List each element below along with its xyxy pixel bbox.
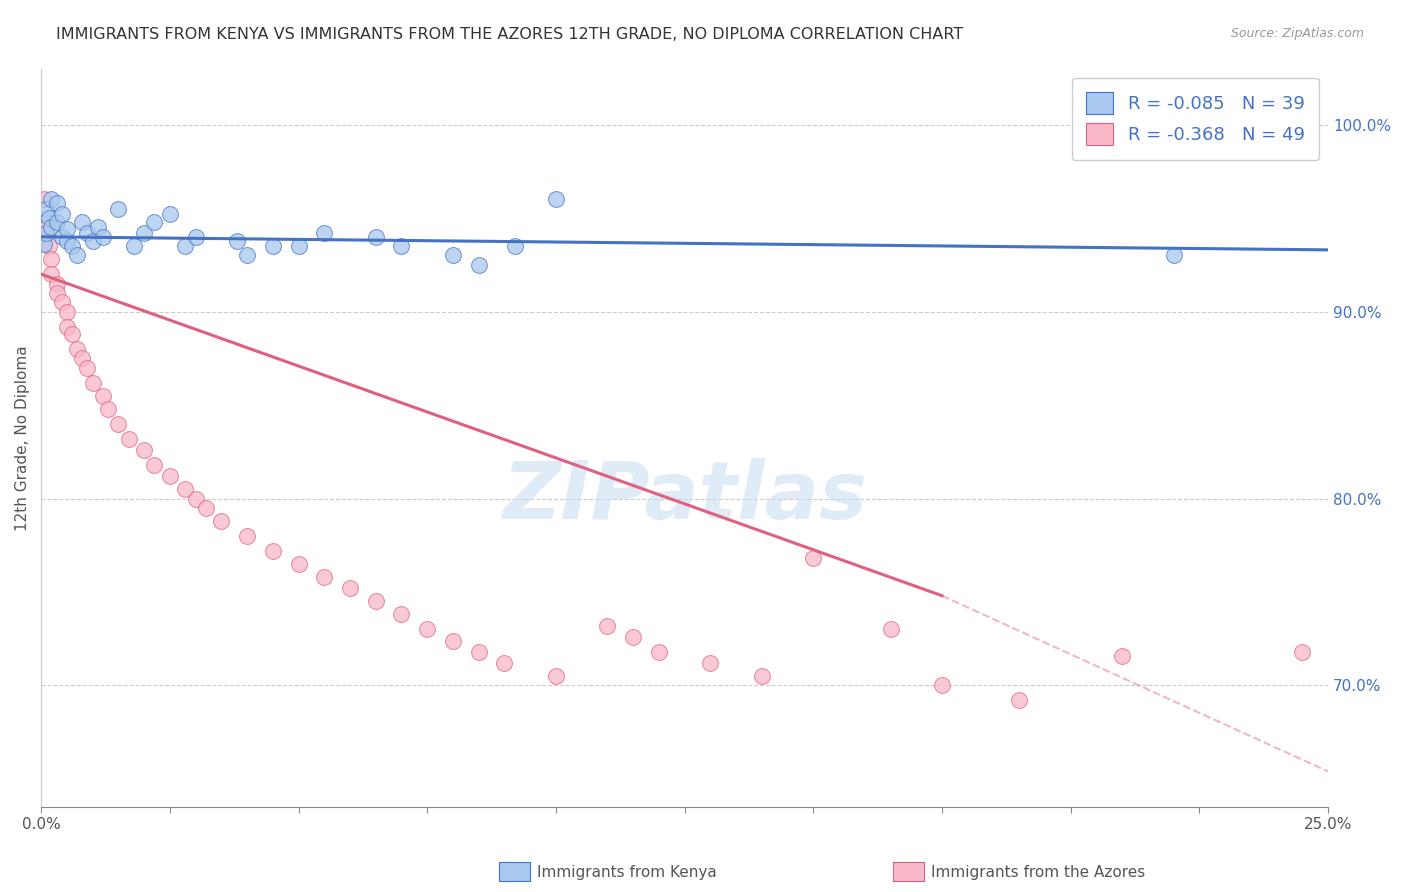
Point	[159, 469, 181, 483]
Point	[174, 239, 197, 253]
Point	[122, 239, 145, 253]
Point	[174, 482, 197, 496]
Point	[32, 237, 55, 252]
Point	[262, 544, 284, 558]
Point	[66, 342, 89, 356]
Point	[35, 226, 58, 240]
Point	[1256, 116, 1278, 130]
Point	[503, 239, 526, 253]
Legend: R = -0.085   N = 39, R = -0.368   N = 49: R = -0.085 N = 39, R = -0.368 N = 49	[1071, 78, 1319, 160]
Point	[441, 248, 464, 262]
Point	[751, 669, 773, 683]
Point	[194, 500, 217, 515]
Text: ZIPatlas: ZIPatlas	[502, 458, 868, 536]
Point	[621, 630, 644, 644]
Point	[143, 458, 166, 472]
Point	[801, 551, 824, 566]
Point	[391, 607, 413, 622]
Point	[97, 401, 120, 416]
Point	[76, 360, 98, 375]
Point	[60, 326, 83, 341]
Point	[132, 226, 155, 240]
Point	[467, 258, 489, 272]
Point	[287, 239, 309, 253]
Point	[494, 656, 516, 670]
Point	[236, 529, 259, 543]
Point	[596, 618, 619, 632]
Point	[38, 239, 60, 253]
Point	[82, 376, 104, 390]
Text: Source: ZipAtlas.com: Source: ZipAtlas.com	[1230, 27, 1364, 40]
Point	[45, 215, 67, 229]
Point	[416, 623, 439, 637]
Point	[143, 215, 166, 229]
Point	[45, 285, 67, 300]
Point	[467, 645, 489, 659]
Point	[184, 491, 207, 506]
Point	[1111, 648, 1133, 663]
Point	[60, 239, 83, 253]
Point	[391, 239, 413, 253]
Point	[441, 633, 464, 648]
Point	[56, 222, 79, 236]
Point	[699, 656, 721, 670]
Point	[45, 277, 67, 291]
Y-axis label: 12th Grade, No Diploma: 12th Grade, No Diploma	[15, 345, 30, 531]
Point	[45, 196, 67, 211]
Point	[931, 678, 953, 692]
Point	[132, 442, 155, 457]
Point	[35, 220, 58, 235]
Point	[287, 557, 309, 571]
Text: Immigrants from the Azores: Immigrants from the Azores	[931, 865, 1144, 880]
Point	[41, 193, 63, 207]
Point	[879, 623, 901, 637]
Point	[314, 226, 336, 240]
Point	[72, 215, 94, 229]
Point	[544, 193, 567, 207]
Point	[41, 267, 63, 281]
Point	[159, 207, 181, 221]
Point	[364, 594, 387, 608]
Point	[87, 220, 110, 235]
Point	[1291, 645, 1313, 659]
Point	[51, 295, 73, 310]
Text: IMMIGRANTS FROM KENYA VS IMMIGRANTS FROM THE AZORES 12TH GRADE, NO DIPLOMA CORRE: IMMIGRANTS FROM KENYA VS IMMIGRANTS FROM…	[56, 27, 963, 42]
Point	[262, 239, 284, 253]
Point	[1163, 248, 1185, 262]
Point	[76, 226, 98, 240]
Point	[184, 229, 207, 244]
Point	[51, 207, 73, 221]
Point	[41, 252, 63, 267]
Point	[82, 234, 104, 248]
Point	[364, 229, 387, 244]
Point	[91, 389, 114, 403]
Point	[107, 202, 129, 216]
Point	[41, 220, 63, 235]
Point	[56, 234, 79, 248]
Point	[236, 248, 259, 262]
Point	[107, 417, 129, 431]
Point	[117, 432, 139, 446]
Point	[56, 304, 79, 318]
Point	[339, 581, 361, 595]
Point	[66, 248, 89, 262]
Point	[225, 234, 247, 248]
Point	[32, 193, 55, 207]
Text: Immigrants from Kenya: Immigrants from Kenya	[537, 865, 717, 880]
Point	[209, 514, 232, 528]
Point	[1008, 693, 1031, 707]
Point	[72, 351, 94, 366]
Point	[544, 669, 567, 683]
Point	[38, 211, 60, 225]
Point	[56, 319, 79, 334]
Point	[91, 229, 114, 244]
Point	[314, 570, 336, 584]
Point	[35, 202, 58, 216]
Point	[648, 645, 671, 659]
Point	[51, 229, 73, 244]
